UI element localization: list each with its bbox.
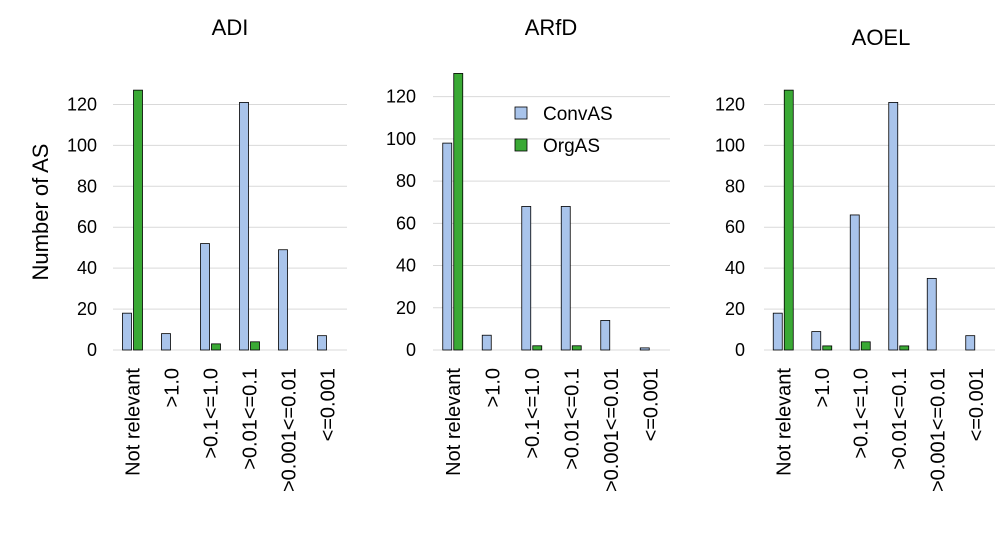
bar-convas bbox=[161, 333, 171, 351]
bar-convas bbox=[521, 206, 532, 351]
y-tick-label: 120 bbox=[67, 94, 97, 114]
y-tick-label: 40 bbox=[77, 258, 97, 278]
bar-orgas bbox=[571, 345, 582, 351]
bar-convas bbox=[811, 331, 822, 351]
chart-title: ARfD bbox=[525, 15, 578, 40]
chart-title: ADI bbox=[212, 15, 249, 40]
legend-swatch-orgas bbox=[514, 138, 528, 152]
x-tick-label: Not relevant bbox=[443, 368, 465, 476]
y-tick-label: 60 bbox=[725, 217, 745, 237]
x-tick-label: >0.1<=1.0 bbox=[522, 368, 544, 459]
y-tick-label: 0 bbox=[735, 340, 745, 360]
x-tick-label: Not relevant bbox=[773, 368, 795, 476]
bar-convas bbox=[560, 206, 571, 351]
bar-orgas bbox=[532, 345, 543, 351]
y-tick-label: 0 bbox=[406, 340, 416, 360]
x-tick-label: >0.001<=0.01 bbox=[601, 368, 623, 492]
y-tick-label: 0 bbox=[87, 340, 97, 360]
bar-convas bbox=[239, 102, 249, 351]
bar-orgas bbox=[250, 341, 260, 351]
y-tick-label: 80 bbox=[77, 176, 97, 196]
y-tick-label: 120 bbox=[386, 87, 416, 107]
y-tick-label: 100 bbox=[67, 135, 97, 155]
x-tick-label: >0.001<=0.01 bbox=[279, 368, 301, 492]
bar-orgas bbox=[783, 89, 794, 351]
x-tick-label: >1.0 bbox=[162, 368, 184, 407]
legend-label: ConvAS bbox=[543, 104, 613, 125]
x-tick-label: >1.0 bbox=[482, 368, 504, 407]
x-tick-label: Not relevant bbox=[123, 368, 145, 476]
bar-convas bbox=[600, 320, 611, 351]
bar-convas bbox=[317, 335, 327, 351]
bar-orgas bbox=[211, 343, 221, 351]
y-tick-label: 20 bbox=[77, 299, 97, 319]
bar-convas bbox=[122, 312, 132, 351]
chart-panel-aoel: AOEL 0 20 40 60 80 100 120 Not relevant >1.0 >0.1<… bbox=[715, 25, 995, 492]
chart-panel-arfd: ARfD 0 20 40 60 80 100 120 Not relevant >1.0 >0.1<… bbox=[386, 15, 670, 492]
bar-convas bbox=[772, 312, 783, 351]
y-tick-label: 40 bbox=[396, 256, 416, 276]
chart-panel-adi: ADI 0 20 40 60 80 100 120 Not relevant >1.0 >0.1<=… bbox=[67, 15, 347, 492]
x-tick-label: >0.01<=0.1 bbox=[240, 368, 262, 470]
x-tick-label: >1.0 bbox=[812, 368, 834, 407]
bar-convas bbox=[926, 277, 937, 351]
bar-orgas bbox=[822, 345, 833, 351]
x-tick-label: >0.001<=0.01 bbox=[927, 368, 949, 492]
bar-orgas bbox=[133, 89, 143, 351]
bar-convas bbox=[965, 335, 976, 351]
x-tick-label: >0.1<=1.0 bbox=[201, 368, 223, 459]
y-tick-label: 60 bbox=[77, 217, 97, 237]
bar-convas bbox=[200, 243, 210, 351]
y-tick-label: 20 bbox=[396, 298, 416, 318]
y-tick-label: 20 bbox=[725, 299, 745, 319]
bar-convas bbox=[849, 214, 860, 351]
y-tick-label: 100 bbox=[715, 135, 745, 155]
y-axis-label: Number of AS bbox=[28, 144, 53, 281]
bar-orgas bbox=[899, 345, 910, 351]
x-tick-label: <=0.001 bbox=[966, 368, 988, 441]
bar-convas bbox=[442, 142, 453, 351]
bar-convas bbox=[639, 347, 650, 351]
bar-convas bbox=[481, 334, 492, 351]
x-tick-label: >0.01<=0.1 bbox=[889, 368, 911, 470]
y-tick-label: 120 bbox=[715, 94, 745, 114]
bar-convas bbox=[888, 102, 899, 351]
x-tick-label: >0.1<=1.0 bbox=[850, 368, 872, 459]
y-tick-label: 80 bbox=[725, 176, 745, 196]
bar-orgas bbox=[453, 73, 464, 351]
x-tick-label: <=0.001 bbox=[318, 368, 340, 441]
x-tick-label: >0.01<=0.1 bbox=[561, 368, 583, 470]
y-tick-label: 80 bbox=[396, 171, 416, 191]
y-tick-label: 60 bbox=[396, 213, 416, 233]
bar-orgas bbox=[860, 341, 871, 351]
legend: ConvAS OrgAS bbox=[514, 104, 613, 157]
y-tick-label: 40 bbox=[725, 258, 745, 278]
chart-title: AOEL bbox=[852, 25, 911, 50]
y-tick-label: 100 bbox=[386, 129, 416, 149]
legend-swatch-convas bbox=[514, 106, 528, 120]
x-tick-label: <=0.001 bbox=[640, 368, 662, 441]
legend-label: OrgAS bbox=[543, 136, 600, 157]
bar-convas bbox=[278, 249, 288, 351]
